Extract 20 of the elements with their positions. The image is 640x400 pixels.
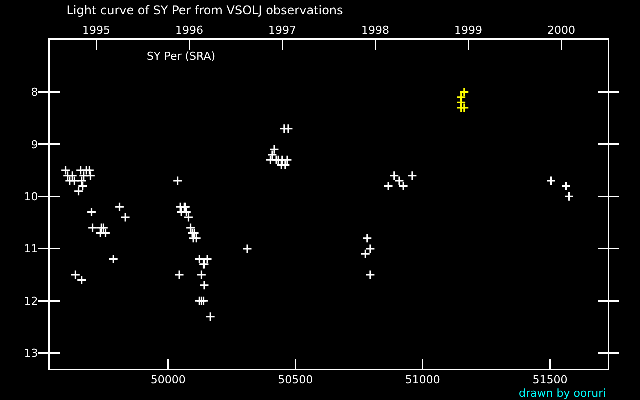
- y-tick-label: 12: [24, 294, 38, 308]
- text: drawn by ooruri: [519, 387, 606, 400]
- x-tick-label: 50000: [150, 374, 186, 387]
- y-tick-label: 10: [24, 190, 38, 204]
- y-tick-label: 8: [31, 86, 38, 100]
- x-tick-label: 51000: [405, 374, 440, 387]
- y-tick-label: 9: [31, 138, 38, 152]
- x2-tick-label: 1996: [176, 24, 204, 38]
- x2-tick-label: 1999: [454, 24, 482, 38]
- y-tick-label: 13: [24, 347, 38, 360]
- x2-tick-label: 1997: [268, 24, 296, 38]
- x2-tick-label: 1995: [82, 24, 110, 38]
- chart-title: Light curve of SY Per from VSOLJ observations: [66, 3, 344, 18]
- x-tick-label: 50500: [278, 374, 314, 387]
- annotation: SY Per (SRA): [147, 50, 216, 63]
- x2-tick-label: 2000: [548, 24, 576, 38]
- point: [459, 87, 470, 98]
- x-tick-label: 51500: [532, 374, 568, 387]
- y-tick-label: 11: [24, 242, 38, 256]
- x2-tick-label: 1998: [362, 24, 390, 38]
